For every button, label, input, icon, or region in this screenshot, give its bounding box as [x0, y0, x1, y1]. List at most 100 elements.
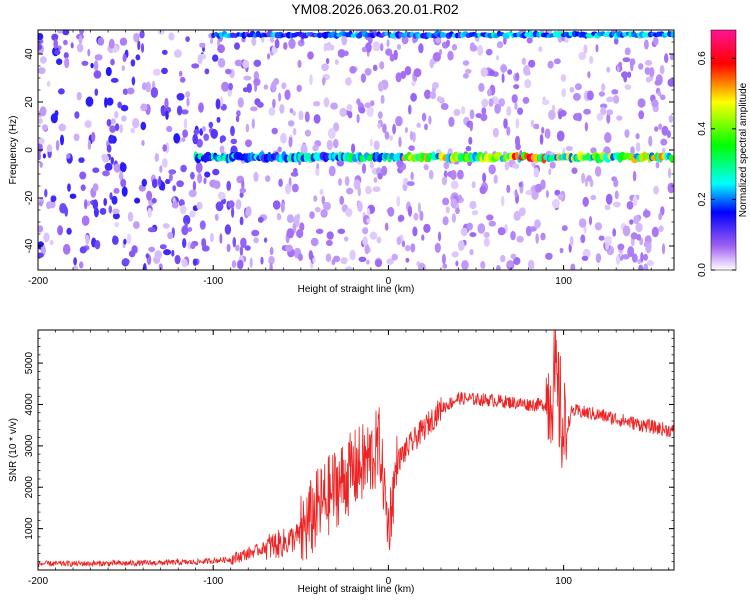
spectrogram-cell [94, 88, 99, 96]
spectrogram-cell [606, 109, 614, 116]
spectrogram-cell [310, 237, 319, 247]
spectrogram-cell [164, 106, 172, 114]
spectrogram-cell [465, 145, 472, 152]
spectrogram-cell [525, 225, 532, 237]
spectrogram-cell [496, 41, 504, 49]
spectrogram-cell [455, 207, 460, 214]
spectrogram-cell [209, 232, 214, 243]
spectrogram-cell [278, 92, 282, 102]
spectrogram-cell [547, 60, 554, 69]
spectrogram-cell [528, 59, 536, 68]
spectrogram-cell [176, 180, 184, 188]
spectrogram-cell [353, 179, 361, 190]
spectrogram-cell [38, 252, 44, 258]
spectrogram-cell [166, 125, 173, 133]
spectrogram-cell [382, 123, 387, 134]
spectrogram-cell [457, 169, 464, 180]
spectrogram-cell [300, 144, 308, 155]
spectrogram-cell [91, 131, 96, 142]
spectrogram-cell [147, 207, 152, 218]
spectrogram-cell [645, 76, 652, 83]
spectrogram-cell [624, 47, 631, 56]
spectrogram-cell [372, 64, 378, 72]
spectrogram-cell [87, 140, 92, 151]
spectrogram-cell [158, 175, 162, 187]
spectrogram-cell [154, 152, 159, 162]
spectrogram-cell [316, 163, 320, 169]
spectrogram-cell [293, 214, 300, 226]
spectrogram-cell [104, 97, 108, 108]
spectrogram-cell [66, 153, 71, 159]
spectrogram-cell [147, 227, 156, 233]
spectrogram-cell [90, 62, 94, 69]
spectrogram-cell [667, 167, 672, 179]
spectrogram-cell [235, 244, 240, 252]
spectrogram-cell [411, 80, 416, 87]
spectrogram-cell [441, 253, 446, 265]
spectrogram-cell [267, 53, 270, 60]
spectrogram-cell [596, 113, 604, 121]
spectrogram-cell [557, 193, 564, 201]
spectrogram-cell [605, 242, 610, 251]
spectrogram-cell [569, 236, 574, 247]
spectrogram-cell [581, 255, 589, 261]
spectrogram-cell [556, 130, 565, 142]
spectrogram-cell [214, 213, 219, 221]
spectrogram-cell [345, 77, 352, 86]
spectrogram-cell [500, 64, 508, 73]
spectrogram-cell [664, 53, 669, 64]
spectrogram-cell [600, 107, 607, 116]
spectrogram-cell [622, 253, 630, 260]
spectrogram-cell [133, 32, 140, 43]
x-tick-label: 100 [555, 276, 572, 287]
spectrogram-cell [492, 127, 499, 138]
spectrogram-cell [130, 127, 136, 134]
spectrogram-cell [181, 137, 186, 143]
spectrogram-cell [410, 243, 416, 253]
spectrogram-cell [179, 76, 186, 83]
spectrogram-cell [424, 89, 431, 100]
spectrogram-cell [522, 96, 530, 104]
spectrogram-cell [380, 43, 384, 52]
spectrogram-cell [201, 245, 210, 252]
spectrogram-cell [362, 236, 368, 246]
spectrogram-cell [108, 205, 113, 214]
spectrogram-cell [570, 263, 576, 270]
spectrogram-cell [358, 256, 367, 262]
spectrogram-cell [81, 60, 89, 66]
spectrogram-cell [181, 225, 189, 236]
spectrogram-cell [39, 106, 47, 117]
spectrogram-cell [64, 206, 68, 217]
spectrogram-cell [79, 246, 87, 254]
spectrogram-cell [419, 210, 424, 221]
spectrogram-cell [590, 194, 597, 201]
spectrogram-cell [67, 183, 71, 192]
spectrogram-cell [245, 206, 252, 217]
spectrogram-cell [616, 254, 620, 265]
spectrogram-cell [54, 49, 61, 56]
spectrogram-cell [58, 123, 66, 132]
spectrogram-cell [486, 214, 494, 221]
spectrogram-cell [398, 136, 402, 148]
spectrogram-cell [165, 110, 169, 120]
spectrogram-cell [257, 216, 264, 223]
spectrogram-cell [231, 207, 235, 218]
spectrogram-cell [297, 253, 303, 261]
spectrogram-cell [589, 56, 594, 64]
spectrogram-cell [225, 68, 232, 75]
spectrogram-cell [421, 112, 427, 122]
spectrogram-cell [344, 176, 350, 187]
colorbar-tick-label: 0.6 [697, 51, 708, 65]
spectrogram-cell [655, 161, 660, 169]
spectrogram-cell [137, 40, 141, 51]
spectrogram-cell [38, 38, 44, 45]
colorbar-label: Normalized spectral amplitude [738, 82, 749, 217]
spectrogram-cell [392, 123, 396, 135]
spectrogram-cell [268, 255, 275, 265]
spectrogram-cell [123, 238, 127, 245]
spectrogram-cell [307, 51, 314, 60]
spectrogram-cell [606, 112, 611, 124]
spectrogram-cell [361, 46, 367, 53]
spectrogram-cell [297, 59, 302, 68]
